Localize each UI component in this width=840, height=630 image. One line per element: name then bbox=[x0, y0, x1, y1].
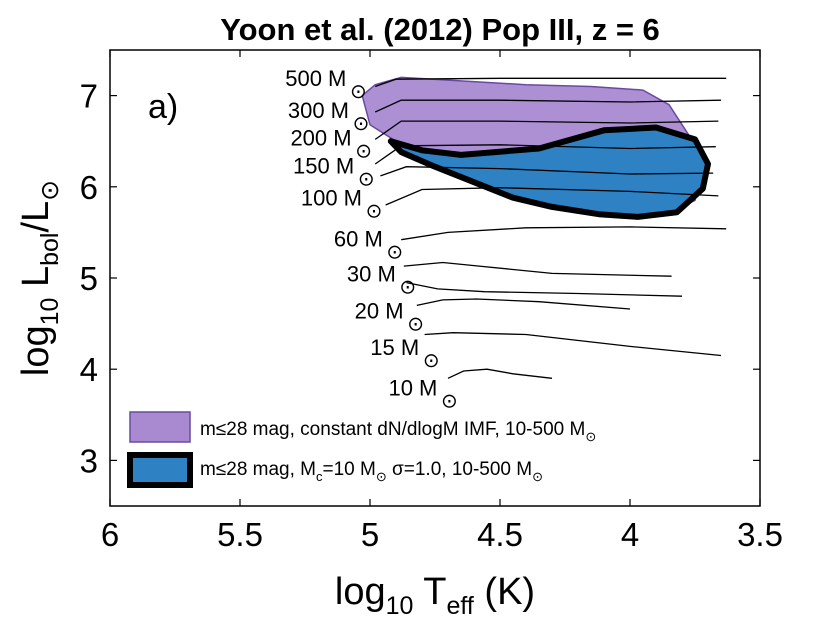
x-tick-label: 6 bbox=[101, 516, 119, 553]
legend-swatch-constant bbox=[129, 411, 191, 443]
legend: m≤28 mag, constant dN/dlogM IMF, 10-500 … bbox=[127, 411, 596, 488]
mass-labels: 500 M⊙300 M⊙200 M⊙150 M⊙100 M⊙60 M⊙30 M⊙… bbox=[285, 66, 458, 412]
y-tick-label: 7 bbox=[80, 78, 98, 115]
evolution-tracks bbox=[374, 77, 727, 379]
x-axis-label: log10 Teff (K) bbox=[335, 571, 535, 620]
sun-symbol: ⊙ bbox=[441, 390, 458, 412]
mass-label: 500 M bbox=[285, 66, 346, 91]
y-tick-label: 3 bbox=[80, 442, 98, 479]
track-150-msun bbox=[374, 144, 716, 165]
track-15-msun bbox=[424, 332, 722, 357]
sun-symbol: ⊙ bbox=[355, 140, 372, 162]
chart-title: Yoon et al. (2012) Pop III, z = 6 bbox=[220, 12, 660, 47]
legend-label-chabrier: m≤28 mag, Mc=10 M⊙ σ=1.0, 10-500 M⊙ bbox=[200, 459, 543, 484]
mass-label: 30 M bbox=[347, 261, 396, 286]
x-tick-label: 5.5 bbox=[217, 516, 263, 553]
x-tick-label: 5 bbox=[361, 516, 379, 553]
sun-symbol: ⊙ bbox=[386, 242, 403, 264]
y-tick-label: 4 bbox=[80, 351, 98, 388]
mass-label: 60 M bbox=[334, 227, 383, 252]
mass-label: 10 M bbox=[388, 375, 437, 400]
track-60-msun bbox=[401, 226, 727, 241]
mass-label: 150 M bbox=[293, 154, 354, 179]
sun-symbol: ⊙ bbox=[407, 314, 424, 336]
y-axis-label: log10 Lbol/L⊙ bbox=[15, 180, 64, 376]
track-300-msun bbox=[374, 99, 722, 113]
region-chabrier-imf bbox=[387, 124, 711, 220]
sun-symbol: ⊙ bbox=[358, 169, 375, 191]
mass-label: 100 M bbox=[301, 186, 362, 211]
track-30b-msun bbox=[406, 281, 683, 297]
sun-symbol: ⊙ bbox=[350, 81, 367, 103]
track-100b-msun bbox=[385, 187, 719, 206]
panel-label: a) bbox=[148, 88, 178, 126]
track-30-msun bbox=[403, 261, 672, 277]
y-tick-label: 5 bbox=[80, 260, 98, 297]
mass-label: 300 M bbox=[288, 98, 349, 123]
mass-label: 15 M bbox=[370, 335, 419, 360]
legend-swatch-chabrier bbox=[127, 452, 193, 488]
track-20-msun bbox=[416, 298, 631, 310]
sun-symbol: ⊙ bbox=[423, 350, 440, 372]
x-tick-label: 4.5 bbox=[477, 516, 523, 553]
track-500-msun bbox=[374, 77, 727, 88]
track-10-msun bbox=[447, 368, 553, 379]
x-tick-label: 3.5 bbox=[737, 516, 783, 553]
legend-label-constant: m≤28 mag, constant dN/dlogM IMF, 10-500 … bbox=[200, 419, 596, 444]
x-tick-label: 4 bbox=[621, 516, 639, 553]
sun-symbol: ⊙ bbox=[399, 276, 416, 298]
axis-ticks: 6 5.5 5 4.5 4 3.5 3 4 5 6 7 bbox=[80, 50, 783, 553]
sun-symbol: ⊙ bbox=[366, 201, 383, 223]
sun-symbol: ⊙ bbox=[353, 113, 370, 135]
track-100-msun bbox=[380, 166, 714, 177]
contour-regions bbox=[361, 76, 711, 220]
track-200-msun bbox=[374, 120, 719, 140]
mass-label: 200 M bbox=[290, 125, 351, 150]
mass-label: 20 M bbox=[355, 299, 404, 324]
y-tick-label: 6 bbox=[80, 169, 98, 206]
